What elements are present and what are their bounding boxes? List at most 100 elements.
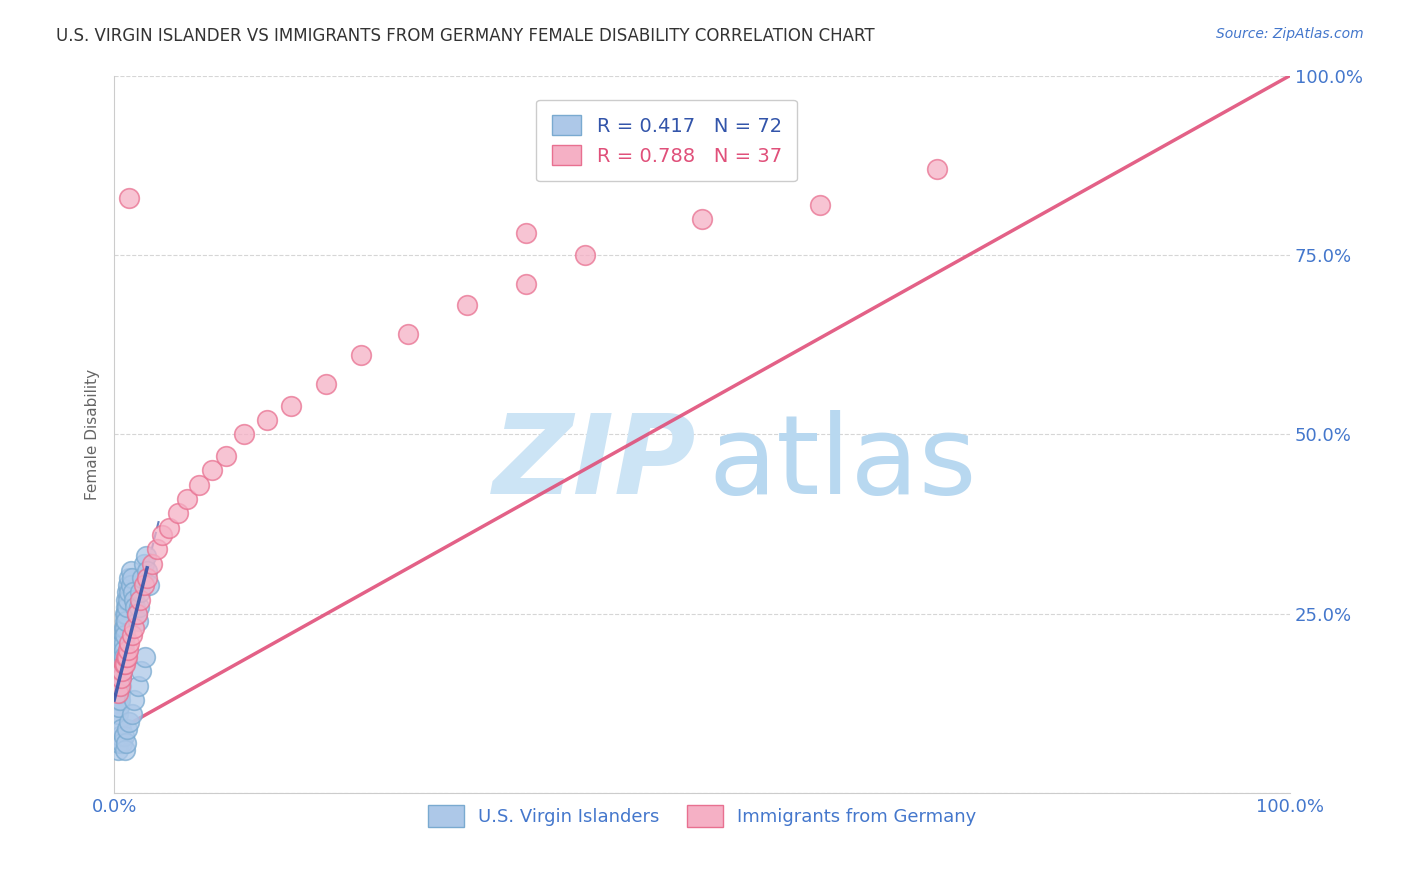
Point [121,707,143,722]
Point [127,614,149,628]
Point [110,722,132,736]
Point [574,248,596,262]
Point [111,657,134,672]
Point [131,571,153,585]
Point [115,736,138,750]
Point [112,642,135,657]
Point [117,578,139,592]
Point [107,686,129,700]
Point [117,642,139,657]
Point [115,607,138,621]
Point [129,665,152,679]
Point [108,679,131,693]
Point [115,592,138,607]
Text: U.S. VIRGIN ISLANDER VS IMMIGRANTS FROM GERMANY FEMALE DISABILITY CORRELATION CH: U.S. VIRGIN ISLANDER VS IMMIGRANTS FROM … [56,27,875,45]
Point [125,607,148,621]
Point [108,686,131,700]
Point [118,190,141,204]
Point [114,614,136,628]
Point [118,585,141,599]
Point [112,621,135,635]
Point [108,665,131,679]
Point [396,326,419,341]
Point [256,413,278,427]
Point [315,377,337,392]
Point [134,650,156,665]
Point [105,714,128,729]
Point [690,212,713,227]
Point [118,635,141,649]
Point [115,722,138,736]
Point [111,665,134,679]
Point [176,491,198,506]
Point [141,557,163,571]
Point [107,743,129,757]
Point [115,585,138,599]
Point [114,628,136,642]
Point [114,621,136,635]
Point [110,650,132,665]
Point [111,635,134,649]
Point [122,585,145,599]
Legend: U.S. Virgin Islanders, Immigrants from Germany: U.S. Virgin Islanders, Immigrants from G… [420,798,984,835]
Point [108,679,131,693]
Point [232,427,254,442]
Point [120,564,142,578]
Point [108,700,131,714]
Point [187,477,209,491]
Point [108,693,131,707]
Point [138,578,160,592]
Point [115,650,138,665]
Point [108,686,131,700]
Point [129,592,152,607]
Point [159,521,181,535]
Text: ZIP: ZIP [492,409,696,516]
Point [111,642,134,657]
Point [114,607,136,621]
Point [145,542,167,557]
Point [808,198,831,212]
Point [166,507,188,521]
Point [136,564,159,578]
Point [124,599,146,614]
Point [108,679,131,693]
Point [927,161,949,176]
Point [127,679,149,693]
Point [108,672,131,686]
Point [108,736,131,750]
Point [115,650,138,665]
Point [112,729,135,743]
Point [112,628,135,642]
Point [122,693,145,707]
Point [215,449,238,463]
Point [115,614,138,628]
Point [121,628,143,642]
Point [122,592,145,607]
Point [108,693,131,707]
Point [132,578,155,592]
Point [114,743,136,757]
Point [115,599,138,614]
Point [110,657,132,672]
Point [515,277,537,291]
Point [135,549,157,564]
Text: Source: ZipAtlas.com: Source: ZipAtlas.com [1216,27,1364,41]
Point [107,693,129,707]
Point [114,657,136,672]
Point [120,578,142,592]
Point [110,665,132,679]
Point [152,528,174,542]
Point [110,679,132,693]
Point [280,399,302,413]
Point [112,650,135,665]
Y-axis label: Female Disability: Female Disability [86,369,100,500]
Point [115,599,138,614]
Point [129,585,152,599]
Point [118,571,141,585]
Point [128,599,150,614]
Point [112,657,135,672]
Point [122,621,145,635]
Point [107,700,129,714]
Point [112,635,135,649]
Point [118,714,141,729]
